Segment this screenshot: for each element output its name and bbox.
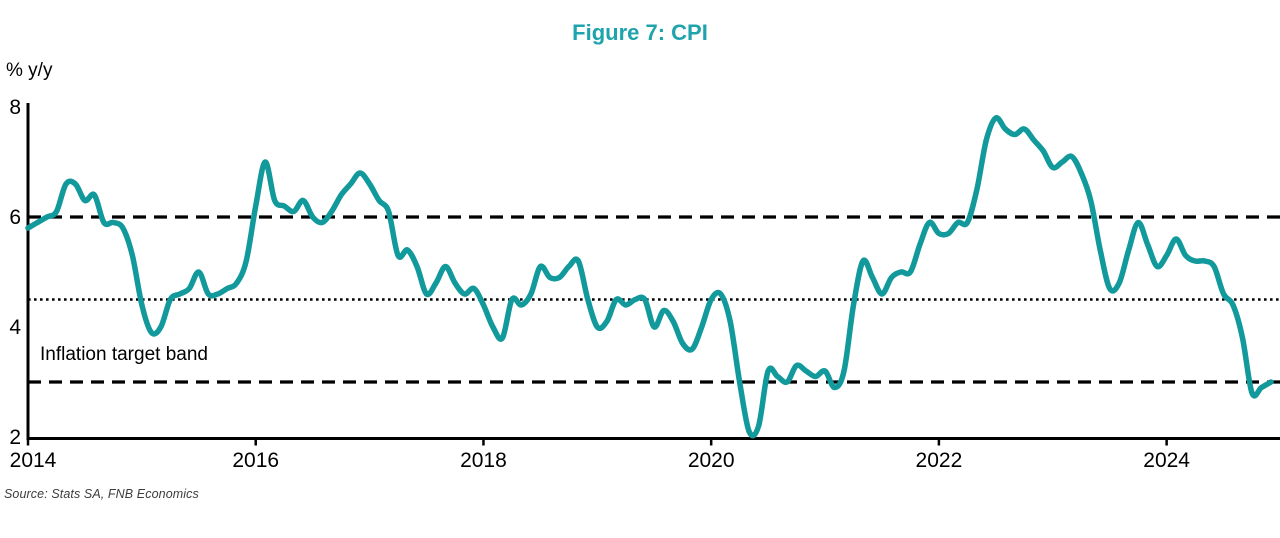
y-tick-label-2: 2 — [9, 426, 21, 449]
y-tick-label-8: 8 — [9, 96, 21, 119]
x-tick-label-2016: 2016 — [232, 449, 279, 472]
x-tick-label-2020: 2020 — [688, 449, 735, 472]
x-tick-label-2014: 2014 — [10, 449, 57, 472]
cpi-line — [25, 115, 1274, 439]
y-tick-label-4: 4 — [9, 316, 21, 339]
source-note: Source: Stats SA, FNB Economics — [4, 487, 199, 501]
y-axis-unit-label: % y/y — [6, 60, 53, 81]
x-tick-label-2018: 2018 — [460, 449, 507, 472]
x-tick-label-2024: 2024 — [1143, 449, 1190, 472]
inflation-target-band-label: Inflation target band — [40, 344, 208, 365]
x-tick-label-2022: 2022 — [916, 449, 963, 472]
y-tick-label-6: 6 — [9, 206, 21, 229]
chart-title: Figure 7: CPI — [572, 20, 708, 45]
